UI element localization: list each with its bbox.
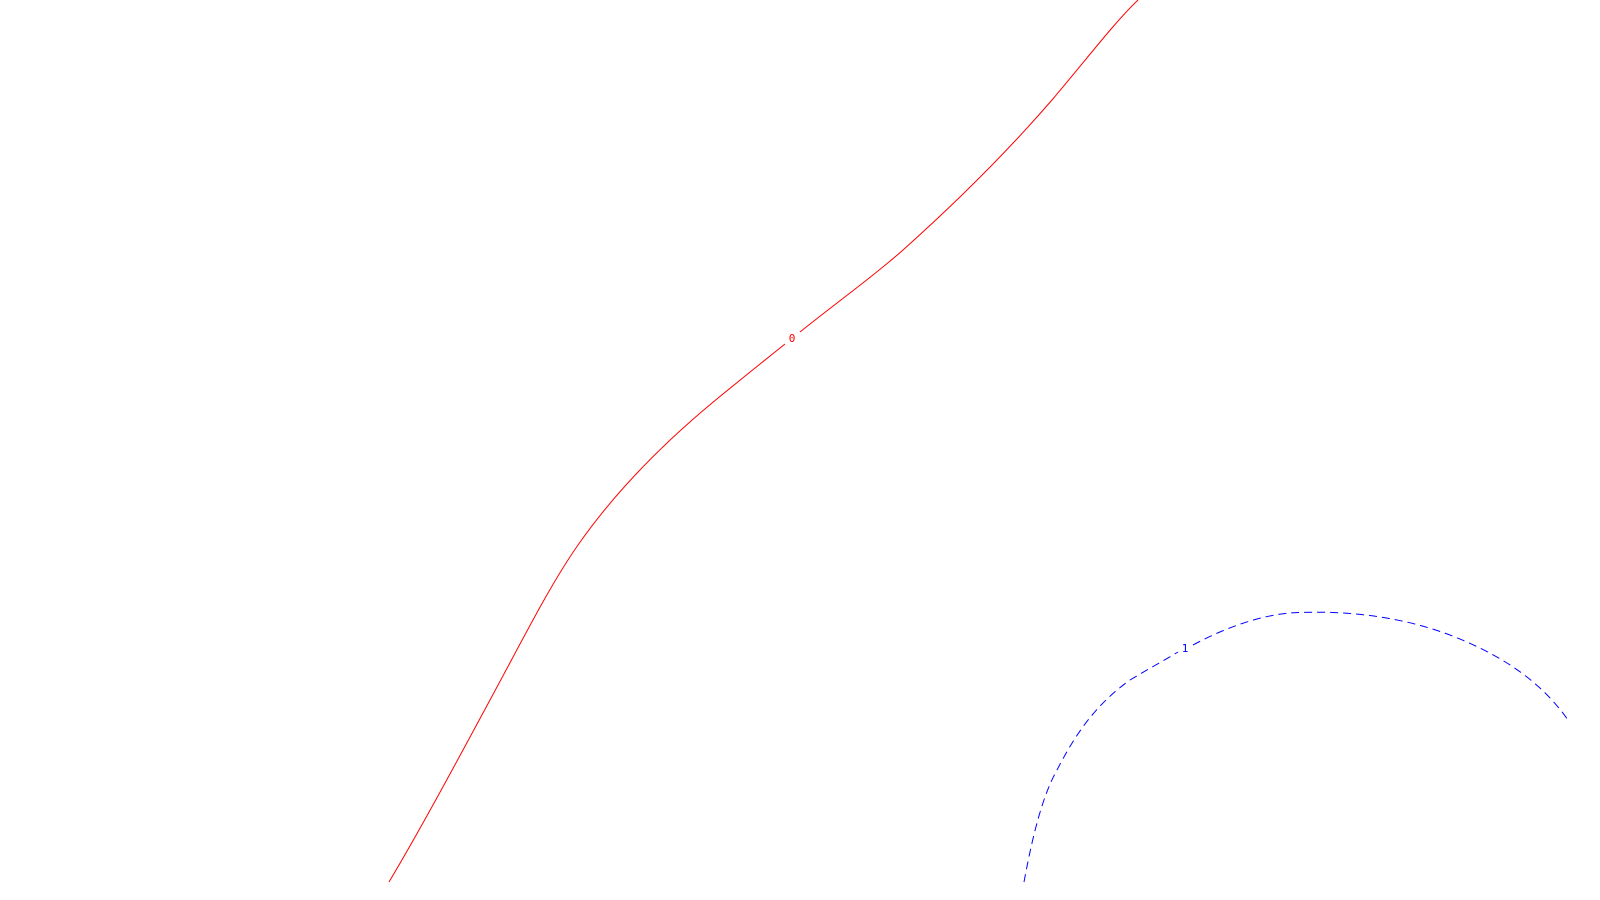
contour-line-level-0 bbox=[388, 0, 1139, 883]
contour-line-level-1 bbox=[1023, 611, 1569, 883]
contour-label-level-0: 0 bbox=[789, 332, 796, 345]
contour-label-level-1: 1 bbox=[1182, 642, 1189, 655]
